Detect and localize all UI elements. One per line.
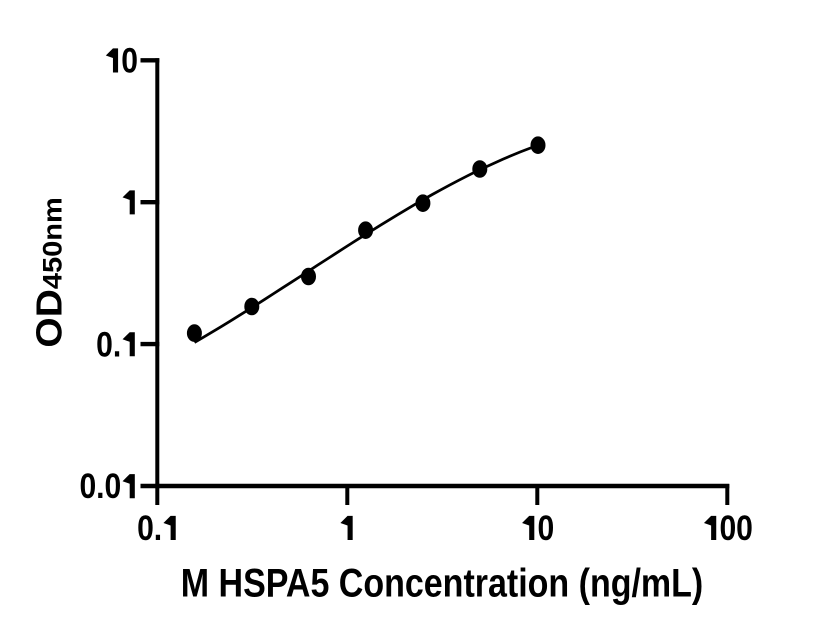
svg-text:0: 0 (538, 508, 555, 548)
svg-text:0: 0 (121, 40, 138, 80)
svg-text:0.: 0. (137, 508, 162, 548)
svg-text:0.0: 0.0 (79, 466, 121, 506)
svg-text:0.: 0. (96, 324, 121, 364)
svg-text:00: 00 (719, 508, 752, 548)
svg-text:OD450nm: OD450nm (29, 197, 69, 347)
svg-text:M HSPA5 Concentration (ng/mL): M HSPA5 Concentration (ng/mL) (181, 560, 703, 605)
